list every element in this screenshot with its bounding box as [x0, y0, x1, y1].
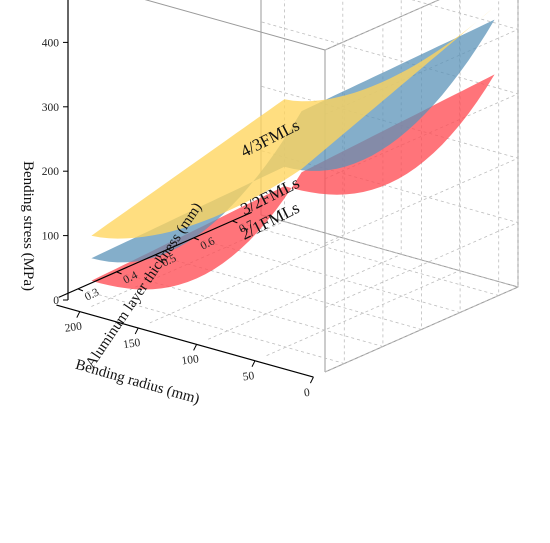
x-tick — [309, 376, 314, 384]
y-tick-label: 0.5 — [160, 252, 178, 269]
x-tick — [251, 360, 256, 367]
y-tick-label: 0.4 — [121, 269, 139, 286]
grid-line-z — [260, 214, 520, 373]
x-tick-label: 100 — [181, 353, 200, 367]
x-axis-line — [56, 304, 314, 378]
y-tick — [77, 288, 84, 292]
y-tick — [116, 271, 122, 275]
surfaces — [91, 6, 495, 290]
x-tick — [76, 311, 81, 318]
x-tick — [193, 344, 198, 351]
grid-line-x — [324, 0, 519, 373]
surface-4-3fmls — [91, 6, 495, 239]
y-tick-label: 0.3 — [83, 286, 101, 303]
grid-line-x — [208, 0, 402, 340]
tick-labels: 01002003004005000501001502000.30.40.50.6… — [42, 37, 314, 400]
z-axis-title: Bending stress (MPa) — [20, 161, 36, 291]
z-tick-label: 400 — [42, 37, 60, 49]
z-tick-label: 300 — [42, 102, 60, 114]
grid-line-z — [260, 85, 520, 244]
x-tick — [134, 327, 139, 335]
y-tick-label: 0.6 — [199, 235, 217, 252]
grid-line-z — [260, 150, 520, 308]
y-tick-label: 0.7 — [237, 218, 255, 235]
y-tick — [193, 237, 199, 241]
box-edge-front — [144, 0, 326, 51]
grid-line-x — [91, 0, 285, 307]
x-tick-label: 50 — [242, 370, 255, 384]
grid-line-x — [266, 0, 461, 356]
y-tick — [232, 220, 238, 224]
grid-line-y — [241, 0, 500, 297]
x-tick-label: 0 — [303, 387, 311, 400]
z-tick-label: 0 — [53, 295, 59, 307]
grid-line-x — [149, 0, 344, 324]
x-tick-label: 150 — [122, 337, 141, 351]
z-tick-label: 200 — [42, 166, 60, 178]
z-tick-label: 100 — [42, 231, 60, 243]
x-tick-label: 200 — [64, 320, 83, 334]
axes — [56, 0, 314, 378]
y-axis-line — [58, 211, 252, 298]
y-tick — [154, 254, 161, 258]
